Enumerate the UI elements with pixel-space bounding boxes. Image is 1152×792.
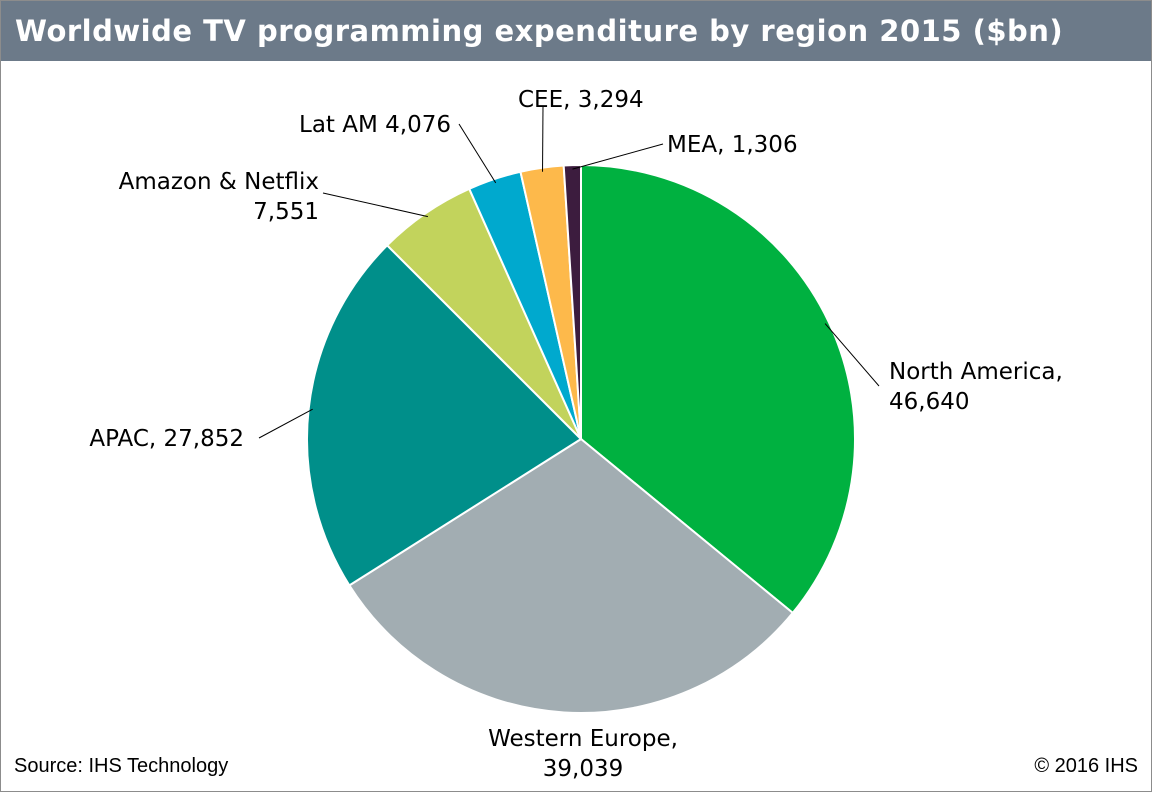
slice-mea — [562, 163, 582, 440]
leader-line-mea — [572, 143, 664, 170]
leader-line-apac — [258, 408, 313, 439]
slice-western-europe — [347, 437, 795, 714]
slice-label-western-europe: Western Europe, 39,039 — [488, 726, 678, 782]
leader-line-lat-am — [458, 123, 497, 184]
source-note: Source: IHS Technology — [14, 755, 229, 777]
slice-label-apac: APAC, 27,852 — [89, 426, 244, 452]
leader-line-north-america — [824, 323, 880, 387]
slice-label-north-america: North America, 46,640 — [889, 359, 1063, 415]
title-bar: Worldwide TV programming expenditure by … — [1, 1, 1151, 61]
leader-lines — [258, 105, 880, 439]
slice-label-cee: CEE, 3,294 — [518, 87, 644, 113]
slice-label-amazon-netflix: Amazon & Netflix 7,551 — [119, 169, 319, 225]
slice-apac — [306, 243, 583, 587]
leader-line-amazon-netflix — [322, 192, 429, 218]
pie-slices — [306, 163, 856, 714]
slice-north-america — [580, 163, 856, 615]
chart-title: Worldwide TV programming expenditure by … — [15, 14, 1064, 48]
copyright-note: © 2016 IHS — [1034, 755, 1138, 777]
slice-labels: North America, 46,640 Western Europe, 39,03… — [89, 87, 1062, 782]
slice-label-mea: MEA, 1,306 — [667, 132, 798, 158]
slice-label-lat-am: Lat AM 4,076 — [299, 112, 451, 138]
